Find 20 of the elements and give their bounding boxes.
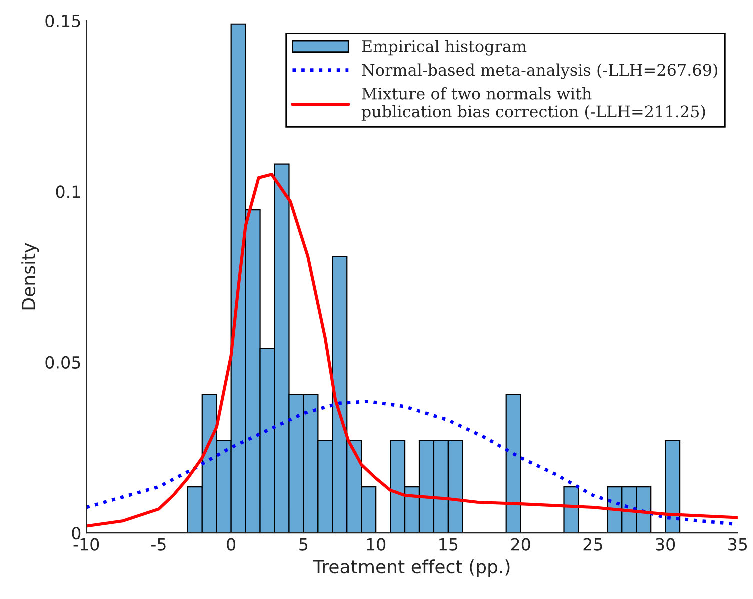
legend-label: Normal-based meta-analysis (-LLH=267.69) [362, 64, 718, 80]
x-tick-label: 15 [440, 538, 458, 551]
y-tick-label: 0.15 [46, 14, 80, 28]
x-tick-label: 30 [656, 538, 676, 551]
line-series [86, 173, 738, 528]
x-tick-label: 0 [227, 538, 236, 551]
x-tick-label: 35 [728, 538, 748, 551]
y-tick-label: 0.1 [56, 186, 80, 198]
y-axis-title: Density [22, 243, 40, 310]
legend-label: Empirical histogram [362, 40, 527, 56]
legend-label: Mixture of two normals with publication bias correction (-LLH=211.25) [362, 87, 706, 121]
x-tick-label: 5 [300, 538, 308, 551]
x-axis-title: Treatment effect (pp.) [313, 560, 510, 578]
x-tick-label: 10 [367, 538, 386, 551]
x-tick-label: 25 [584, 538, 602, 551]
y-tick-label: 0.05 [46, 356, 80, 369]
x-tick-label: -10 [74, 538, 100, 551]
x-tick-label: 20 [511, 538, 530, 551]
x-tick-label: -5 [151, 538, 166, 551]
y-tick-label: 0 [72, 527, 81, 540]
